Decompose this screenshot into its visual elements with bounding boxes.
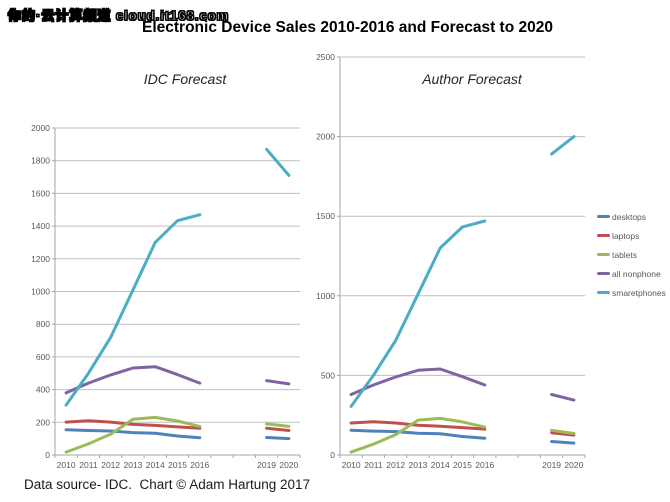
y-tick-label: 1400	[31, 221, 50, 231]
legend-item-smaretphones: smaretphones	[597, 287, 666, 298]
x-tick-label: 2019	[542, 460, 561, 470]
legend-marker-icon	[597, 234, 610, 237]
chart-legend: desktops laptops tablets all nonphone smaret…	[597, 211, 666, 306]
series-line-laptops	[349, 420, 487, 431]
series-line-tablets	[550, 428, 576, 435]
x-tick-label: 2019	[257, 460, 276, 470]
legend-item-all-nonphone: all nonphone	[597, 268, 666, 279]
legend-item-desktops: desktops	[597, 211, 666, 222]
y-tick-label: 1200	[31, 254, 50, 264]
x-tick-label: 2014	[146, 460, 165, 470]
watermark-text: 你的·云计算频道 cloud.it168.com	[7, 7, 230, 23]
x-tick-label: 2011	[79, 460, 98, 470]
y-tick-label: 1600	[31, 188, 50, 198]
y-tick-label: 500	[321, 370, 335, 380]
legend-label: all nonphone	[612, 268, 661, 279]
x-tick-label: 2013	[408, 460, 427, 470]
y-tick-label: 2500	[316, 52, 335, 62]
series-line-desktops	[550, 440, 576, 445]
legend-marker-icon	[597, 215, 610, 218]
chart-idc-forecast: 0 200 400 600 800 1000 1200 1400 1600 1800 2000 201…	[31, 123, 301, 470]
x-tick-label: 2013	[123, 460, 142, 470]
legend-item-tablets: tablets	[597, 249, 666, 260]
series-line-laptops	[265, 426, 291, 432]
legend-marker-icon	[597, 291, 610, 294]
series-line-smartphones	[265, 147, 291, 177]
series-line-tablets	[64, 415, 202, 454]
x-tick-label: 2015	[168, 460, 187, 470]
series-line-desktops	[265, 436, 291, 441]
series-line-smartphones	[349, 219, 487, 408]
series-line-all-nonphone	[550, 393, 576, 402]
y-tick-label: 1000	[31, 287, 50, 297]
y-tick-label: 600	[36, 352, 50, 362]
chart-author-forecast: 0 500 1000 1500 2000 2500 2010 2011 2012 2013 2014…	[316, 52, 586, 470]
series-line-laptops	[550, 431, 576, 437]
legend-label: tablets	[612, 249, 638, 260]
y-tick-label: 2000	[31, 123, 50, 133]
x-tick-label: 2020	[564, 460, 583, 470]
legend-label: desktops	[612, 211, 647, 222]
x-tick-label: 2016	[190, 460, 209, 470]
x-tick-label: 2010	[57, 460, 76, 470]
legend-item-laptops: laptops	[597, 230, 666, 241]
series-line-desktops	[349, 428, 487, 440]
chart-title-idc-forecast: IDC Forecast	[143, 71, 227, 87]
chart-title-author-forecast: Author Forecast	[422, 71, 522, 87]
y-tick-label: 0	[330, 450, 335, 460]
x-tick-label: 2015	[453, 460, 472, 470]
y-tick-label: 0	[45, 450, 50, 460]
series-line-smartphones	[64, 213, 202, 407]
y-tick-label: 1800	[31, 156, 50, 166]
x-tick-label: 2010	[342, 460, 361, 470]
y-tick-label: 1000	[316, 291, 335, 301]
x-tick-label: 2014	[431, 460, 450, 470]
series-line-all-nonphone	[349, 367, 487, 396]
series-line-desktops	[64, 428, 202, 440]
y-tick-label: 2000	[316, 132, 335, 142]
legend-marker-icon	[597, 253, 610, 256]
source-caption: Data source- IDC. Chart © Adam Hartung 2…	[24, 477, 311, 492]
series-line-all-nonphone	[265, 379, 291, 386]
x-tick-label: 2012	[101, 460, 120, 470]
x-tick-label: 2012	[386, 460, 405, 470]
y-tick-label: 400	[36, 385, 50, 395]
series-line-tablets	[349, 416, 487, 454]
legend-marker-icon	[597, 272, 610, 275]
series-line-all-nonphone	[64, 365, 202, 395]
series-line-laptops	[64, 419, 202, 430]
legend-label: laptops	[612, 230, 640, 241]
series-line-smartphones	[550, 135, 576, 156]
x-tick-label: 2020	[279, 460, 298, 470]
y-tick-label: 200	[36, 417, 50, 427]
page-title: Electronic Device Sales 2010-2016 and Fo…	[142, 19, 553, 36]
y-tick-label: 1500	[316, 211, 335, 221]
legend-label: smaretphones	[612, 287, 666, 298]
series-line-tablets	[265, 422, 291, 428]
x-tick-label: 2016	[475, 460, 494, 470]
y-tick-label: 800	[36, 319, 50, 329]
x-tick-label: 2011	[364, 460, 383, 470]
